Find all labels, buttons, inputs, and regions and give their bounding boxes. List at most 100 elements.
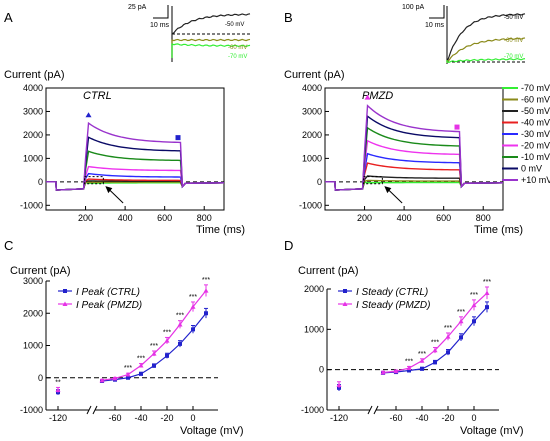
zoom-box: [84, 176, 104, 185]
x-tick-label: 0: [190, 413, 195, 423]
panel-b-ylabel: Current (pA): [284, 69, 345, 81]
data-point: [419, 358, 425, 363]
y-tick-label: 4000: [302, 83, 322, 93]
data-point: [433, 360, 437, 365]
data-point: [484, 290, 490, 296]
trace--20mV: [46, 165, 225, 191]
data-point: [99, 377, 105, 383]
data-point: [485, 305, 489, 310]
significance-marker: ***: [150, 343, 158, 350]
significance-marker: ***: [470, 292, 478, 299]
axis-break: [92, 405, 98, 415]
panel-letter-a: A: [4, 10, 13, 25]
legend-label: -20 mV: [521, 141, 550, 151]
panel-d-xlabel: Voltage (mV): [460, 425, 524, 437]
inset-a-label-70: -70 mV: [228, 54, 247, 60]
trace-10mV: [325, 104, 504, 191]
plot-frame: [45, 87, 225, 211]
data-point: [471, 302, 477, 308]
data-point: [203, 288, 209, 293]
x-tick-label: 600: [436, 213, 451, 223]
legend-label: I Peak (CTRL): [76, 287, 140, 298]
significance-marker: ***: [124, 365, 132, 372]
panel-b-inset: 100 pA 10 ms -50 mV -60 mV -70 mV: [402, 4, 526, 64]
y-tick-label: 4000: [23, 83, 43, 93]
legend-label: -10 mV: [521, 152, 550, 162]
legend-marker: [62, 301, 68, 306]
panel-c-plot: ***********************I Peak (CTRL)I Pe…: [55, 277, 210, 395]
legend-marker: [343, 289, 347, 293]
y-tick-label: -1000: [20, 200, 43, 210]
trace--60mV: [46, 181, 225, 191]
y-tick-label: 1000: [304, 324, 324, 334]
panel-c-ylabel: Current (pA): [10, 265, 71, 277]
data-point: [191, 327, 195, 332]
panel-d-axes: 2000 1000 0 -1000 -120 -60 -40 -20 0: [301, 284, 499, 423]
inset-a-traces: [171, 6, 251, 62]
y-tick-label: -1000: [20, 405, 43, 415]
inset-trace: [171, 43, 251, 58]
trace--70mV: [325, 181, 504, 191]
inset-trace: [446, 13, 526, 63]
data-point: [380, 369, 386, 375]
panel-c-xlabel: Voltage (mV): [180, 425, 244, 437]
y-tick-label: 1000: [23, 341, 43, 351]
y-tick-label: -1000: [299, 200, 322, 210]
data-point: [126, 375, 130, 380]
trace--60mV: [325, 179, 504, 191]
peak-marker: [364, 94, 371, 100]
inset-a-label-60: -60 mV: [228, 45, 247, 51]
data-point: [139, 371, 143, 376]
steady-marker: [175, 135, 181, 141]
inset-b-scale-y: 100 pA: [402, 4, 425, 11]
zoom-box: [363, 176, 383, 185]
legend-marker: [342, 301, 348, 306]
significance-marker: **: [55, 379, 61, 386]
y-tick-label: 2000: [23, 130, 43, 140]
panel-a-condition: CTRL: [83, 90, 112, 102]
inset-trace: [171, 13, 251, 58]
y-tick-label: 2000: [23, 308, 43, 318]
inset-a-scale-y: 25 pA: [128, 4, 147, 11]
significance-marker: ***: [202, 277, 210, 284]
legend-label: -50 mV: [521, 106, 550, 116]
voltage-legend: -70 mV -60 mV-50 mV -40 mV-30 mV -20 mV-10 …: [502, 83, 550, 185]
significance-marker: ***: [176, 313, 184, 320]
legend-label: I Steady (CTRL): [356, 287, 428, 298]
legend-label: -30 mV: [521, 129, 550, 139]
data-point: [125, 372, 131, 377]
x-tick-label: -20: [160, 413, 173, 423]
trace-10mV: [46, 121, 225, 191]
data-point: [432, 347, 438, 353]
data-point: [165, 353, 169, 358]
panel-letter-d: D: [284, 238, 293, 253]
panel-d-plot: *** *** *** *** *** *** *** I Steady (CTRL) I St…: [336, 279, 491, 392]
data-point: [458, 318, 464, 324]
data-point: [446, 350, 450, 355]
data-point: [112, 375, 118, 381]
data-point: [407, 368, 411, 373]
y-tick-label: 2000: [302, 130, 322, 140]
data-point: [151, 351, 157, 356]
x-tick-label: -40: [134, 413, 147, 423]
data-point: [178, 341, 182, 346]
y-tick-label: 0: [317, 177, 322, 187]
trace--10mV: [46, 150, 225, 191]
y-tick-label: 3000: [23, 276, 43, 286]
x-tick-label: -20: [441, 413, 454, 423]
inset-b-scale-bar: [429, 5, 445, 19]
trace--40mV: [46, 178, 225, 191]
panel-letter-b: B: [284, 10, 293, 25]
panel-a-ylabel: Current (pA): [4, 69, 65, 81]
data-point: [55, 387, 61, 393]
significance-marker: ***: [483, 279, 491, 286]
significance-marker: ***: [431, 339, 439, 346]
trace-0mV: [46, 136, 225, 191]
arrow-head: [105, 186, 113, 194]
inset-b-label-70: -70 mV: [504, 54, 523, 60]
x-tick-label: -120: [49, 413, 67, 423]
inset-b-scale-x: 10 ms: [425, 22, 445, 29]
